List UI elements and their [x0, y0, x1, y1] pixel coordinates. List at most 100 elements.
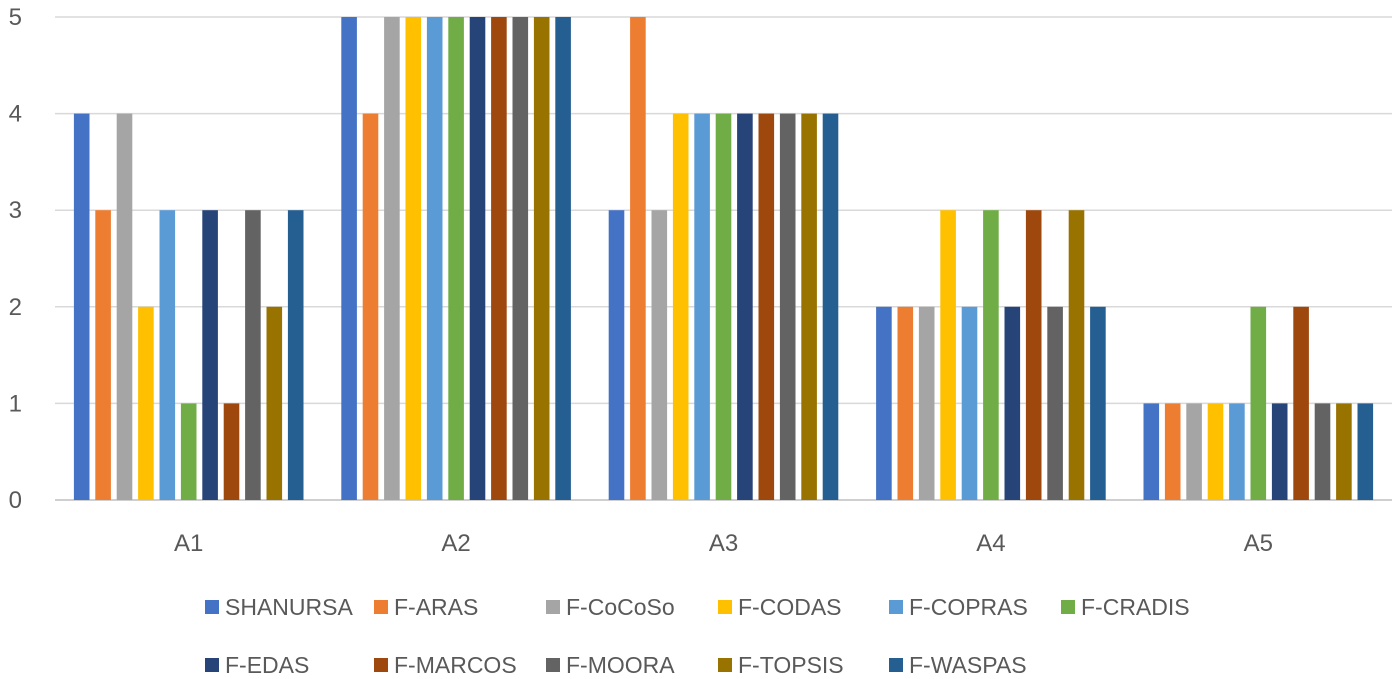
legend-label: F-ARAS	[394, 594, 478, 620]
y-tick-label: 1	[9, 390, 22, 417]
x-category-label: A4	[976, 530, 1005, 557]
bar-f-aras-a1	[95, 210, 111, 500]
legend-swatch	[205, 600, 219, 614]
legend-label: F-MARCOS	[394, 652, 517, 678]
legend-swatch	[889, 658, 903, 672]
bar-f-edas-a2	[469, 17, 486, 500]
x-category-label: A1	[174, 530, 203, 557]
x-category-label: A5	[1244, 530, 1273, 557]
bar-f-aras-a2	[362, 113, 379, 500]
legend-swatch	[889, 600, 903, 614]
bar-f-waspas-a2	[555, 17, 571, 500]
y-tick-label: 5	[9, 4, 22, 31]
legend: SHANURSA F-ARAS F-CoCoSo F-CODAS F-COPRAS F-C…	[205, 594, 1190, 678]
legend-label: F-EDAS	[225, 652, 309, 678]
legend-swatch	[374, 600, 388, 614]
bar-f-waspas-a4	[1090, 306, 1106, 500]
bar-f-moora-a3	[779, 113, 796, 500]
bar-f-edas-a4	[1004, 306, 1021, 500]
y-axis-ticks: 0 1 2 3 4 5	[9, 4, 22, 514]
bar-f-codas-a2	[405, 17, 422, 500]
y-tick-label: 3	[9, 197, 22, 224]
bar-f-copras-a5	[1229, 403, 1245, 500]
bar-f-topsis-a1	[266, 306, 283, 500]
bar-f-edas-a5	[1271, 403, 1288, 500]
legend-label: F-CoCoSo	[566, 594, 675, 620]
legend-swatch	[546, 658, 560, 672]
x-category-label: A3	[709, 530, 738, 557]
bar-f-waspas-a1	[287, 210, 304, 500]
bar-f-cradis-a4	[983, 210, 999, 500]
bar-f-edas-a3	[737, 113, 753, 500]
y-tick-label: 2	[9, 294, 22, 321]
bar-f-codas-a1	[138, 306, 154, 500]
bar-f-aras-a3	[630, 17, 646, 500]
bar-f-moora-a1	[245, 210, 261, 500]
legend-swatch	[205, 658, 219, 672]
legend-item-f-codas: F-CODAS	[718, 594, 842, 620]
bar-f-aras-a5	[1164, 403, 1181, 500]
bar-f-marcos-a5	[1293, 306, 1309, 500]
bar-f-copras-a1	[159, 210, 176, 500]
bar-f-copras-a3	[694, 113, 710, 500]
legend-swatch	[546, 600, 560, 614]
legend-item-f-aras: F-ARAS	[374, 594, 478, 620]
bar-f-topsis-a2	[533, 17, 550, 500]
y-tick-label: 4	[9, 101, 22, 128]
bar-f-topsis-a3	[801, 113, 817, 500]
x-axis-categories: A1 A2 A3 A4 A5	[174, 530, 1273, 557]
bar-f-copras-a4	[961, 306, 978, 500]
legend-label: F-CRADIS	[1081, 594, 1190, 620]
legend-item-f-cocoso: F-CoCoSo	[546, 594, 675, 620]
legend-item-f-copras: F-COPRAS	[889, 594, 1028, 620]
bar-f-edas-a1	[202, 210, 218, 500]
legend-item-f-moora: F-MOORA	[546, 652, 675, 678]
legend-swatch	[718, 658, 732, 672]
legend-item-f-edas: F-EDAS	[205, 652, 309, 678]
bar-f-cocoso-a2	[384, 17, 400, 500]
legend-item-shanursa: SHANURSA	[205, 594, 353, 620]
legend-item-f-topsis: F-TOPSIS	[718, 652, 844, 678]
bar-f-cocoso-a5	[1186, 403, 1202, 500]
legend-swatch	[1061, 600, 1075, 614]
bar-f-marcos-a4	[1025, 210, 1042, 500]
bar-f-waspas-a5	[1357, 403, 1374, 500]
bar-f-moora-a4	[1047, 306, 1063, 500]
legend-label: F-MOORA	[566, 652, 675, 678]
bar-f-codas-a3	[672, 113, 689, 500]
bar-shanursa-a3	[608, 210, 625, 500]
bar-f-cocoso-a1	[116, 113, 133, 500]
bar-f-topsis-a5	[1336, 403, 1352, 500]
bar-f-marcos-a2	[491, 17, 507, 500]
bar-f-marcos-a3	[758, 113, 775, 500]
legend-item-f-cradis: F-CRADIS	[1061, 594, 1190, 620]
bar-f-cradis-a3	[715, 113, 732, 500]
legend-label: F-COPRAS	[909, 594, 1028, 620]
y-tick-label: 0	[9, 487, 22, 514]
bar-f-aras-a4	[897, 306, 914, 500]
bar-f-cradis-a2	[448, 17, 464, 500]
bar-f-cradis-a5	[1250, 306, 1267, 500]
bar-f-marcos-a1	[223, 403, 240, 500]
x-category-label: A2	[441, 530, 470, 557]
bar-f-moora-a5	[1314, 403, 1331, 500]
legend-label: SHANURSA	[225, 594, 353, 620]
legend-swatch	[374, 658, 388, 672]
bar-f-codas-a4	[940, 210, 956, 500]
legend-item-f-waspas: F-WASPAS	[889, 652, 1027, 678]
bar-f-topsis-a4	[1068, 210, 1085, 500]
bar-f-cocoso-a4	[918, 306, 935, 500]
bar-f-copras-a2	[426, 17, 443, 500]
bar-shanursa-a2	[341, 17, 357, 500]
legend-label: F-CODAS	[738, 594, 842, 620]
legend-item-f-marcos: F-MARCOS	[374, 652, 517, 678]
bar-f-cocoso-a3	[651, 210, 668, 500]
bar-f-codas-a5	[1207, 403, 1224, 500]
bar-f-waspas-a3	[822, 113, 839, 500]
legend-label: F-WASPAS	[909, 652, 1027, 678]
legend-label: F-TOPSIS	[738, 652, 844, 678]
bar-f-moora-a2	[512, 17, 529, 500]
bar-f-cradis-a1	[180, 403, 197, 500]
bar-shanursa-a4	[876, 306, 892, 500]
